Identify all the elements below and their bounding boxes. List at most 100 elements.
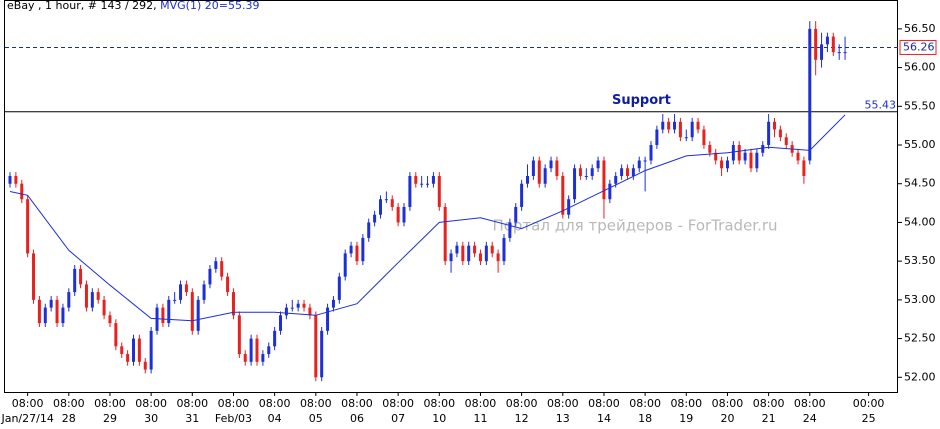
candle-body bbox=[137, 338, 141, 362]
candle-body bbox=[43, 307, 47, 324]
candle-body bbox=[73, 268, 77, 293]
x-tick-date: 07 bbox=[391, 412, 405, 425]
x-tick-date: 21 bbox=[762, 412, 776, 425]
candle-body bbox=[179, 284, 183, 300]
candle-body bbox=[149, 330, 153, 370]
candle-body bbox=[261, 354, 265, 362]
x-tick-date: 19 bbox=[679, 412, 693, 425]
candle-body bbox=[526, 175, 530, 184]
candle-body bbox=[231, 292, 235, 316]
price-label: 56.26 bbox=[903, 40, 935, 53]
candle-body bbox=[573, 168, 577, 200]
candle-body bbox=[843, 52, 847, 54]
candle-body bbox=[102, 299, 106, 316]
y-tick-label: 53.00 bbox=[904, 293, 936, 306]
candle-body bbox=[378, 199, 382, 215]
x-tick-label: 08:00 bbox=[794, 397, 826, 410]
candle-body bbox=[255, 338, 259, 362]
candle-body bbox=[578, 168, 582, 176]
candle-body bbox=[226, 276, 230, 293]
candle-body bbox=[720, 160, 724, 169]
candle-body bbox=[808, 28, 812, 161]
candle-body bbox=[326, 307, 330, 331]
candle-body bbox=[773, 121, 777, 130]
candle-body bbox=[314, 315, 318, 378]
candle-body bbox=[384, 199, 388, 201]
x-tick-label: 08:00 bbox=[176, 397, 208, 410]
y-tick-label: 55.00 bbox=[904, 138, 936, 151]
candle-body bbox=[543, 168, 547, 184]
candle-body bbox=[96, 292, 100, 300]
candle-body bbox=[337, 276, 341, 300]
y-tick-label: 53.50 bbox=[904, 254, 936, 267]
x-tick-label: 08:00 bbox=[218, 397, 250, 410]
candle-body bbox=[161, 307, 165, 324]
candle-body bbox=[90, 292, 94, 308]
candle-body bbox=[361, 237, 365, 262]
candle-body bbox=[496, 253, 500, 262]
y-tick-label: 56.00 bbox=[904, 61, 936, 74]
candle-body bbox=[32, 253, 36, 300]
candle-body bbox=[714, 152, 718, 161]
candle-body bbox=[831, 36, 835, 53]
candle-body bbox=[825, 36, 829, 45]
candle-body bbox=[373, 214, 377, 223]
y-tick-label: 54.00 bbox=[904, 215, 936, 228]
x-tick-date: 31 bbox=[185, 412, 199, 425]
chart-title: eBay , 1 hour, # 143 / 292, MVG(1) 20=55… bbox=[7, 0, 259, 12]
x-tick-date: 06 bbox=[350, 412, 364, 425]
candle-body bbox=[126, 354, 130, 362]
candle-body bbox=[190, 292, 194, 331]
x-tick-date: 04 bbox=[268, 412, 282, 425]
x-tick-label: 00:00 bbox=[853, 397, 885, 410]
candle-body bbox=[643, 160, 647, 162]
candle-body bbox=[55, 299, 59, 324]
x-tick-label: 08:00 bbox=[53, 397, 85, 410]
x-tick-label: 08:00 bbox=[753, 397, 785, 410]
x-tick-label: 08:00 bbox=[94, 397, 126, 410]
candle-body bbox=[608, 183, 612, 200]
candle-body bbox=[49, 299, 53, 308]
candle-body bbox=[549, 160, 553, 169]
candle-body bbox=[114, 323, 118, 347]
x-tick-date: 14 bbox=[597, 412, 611, 425]
candle-body bbox=[367, 222, 371, 238]
x-tick-label: 08:00 bbox=[547, 397, 579, 410]
candle-body bbox=[37, 299, 41, 324]
x-tick-label: 08:00 bbox=[506, 397, 538, 410]
candle-body bbox=[614, 175, 618, 184]
candle-body bbox=[784, 137, 788, 146]
candle-body bbox=[20, 183, 24, 200]
candle-body bbox=[243, 354, 247, 362]
candle-body bbox=[778, 129, 782, 138]
candle-body bbox=[473, 245, 477, 254]
candle-body bbox=[555, 160, 559, 176]
candle-body bbox=[661, 121, 665, 130]
candle-body bbox=[208, 268, 212, 285]
y-tick-label: 52.50 bbox=[904, 332, 936, 345]
candle-body bbox=[567, 199, 571, 215]
moving-average bbox=[9, 114, 846, 322]
candle-body bbox=[502, 237, 506, 262]
x-tick-date: 25 bbox=[862, 412, 876, 425]
candle-body bbox=[390, 199, 394, 207]
x-tick-date: 13 bbox=[556, 412, 570, 425]
candle-body bbox=[620, 168, 624, 176]
candle-body bbox=[279, 315, 283, 331]
candle-body bbox=[708, 145, 712, 153]
candle-body bbox=[84, 284, 88, 308]
x-tick-label: 08:00 bbox=[465, 397, 497, 410]
x-tick-date: 05 bbox=[309, 412, 323, 425]
candle-body bbox=[396, 206, 400, 223]
candle-body bbox=[667, 121, 671, 130]
candle-body bbox=[67, 292, 71, 308]
x-tick-label: 08:00 bbox=[300, 397, 332, 410]
plot-frame bbox=[4, 0, 898, 393]
candle-body bbox=[796, 152, 800, 161]
candle-body bbox=[120, 346, 124, 355]
candle-body bbox=[426, 183, 430, 185]
candle-body bbox=[167, 299, 171, 324]
candle-body bbox=[520, 183, 524, 207]
candle-body bbox=[537, 160, 541, 184]
